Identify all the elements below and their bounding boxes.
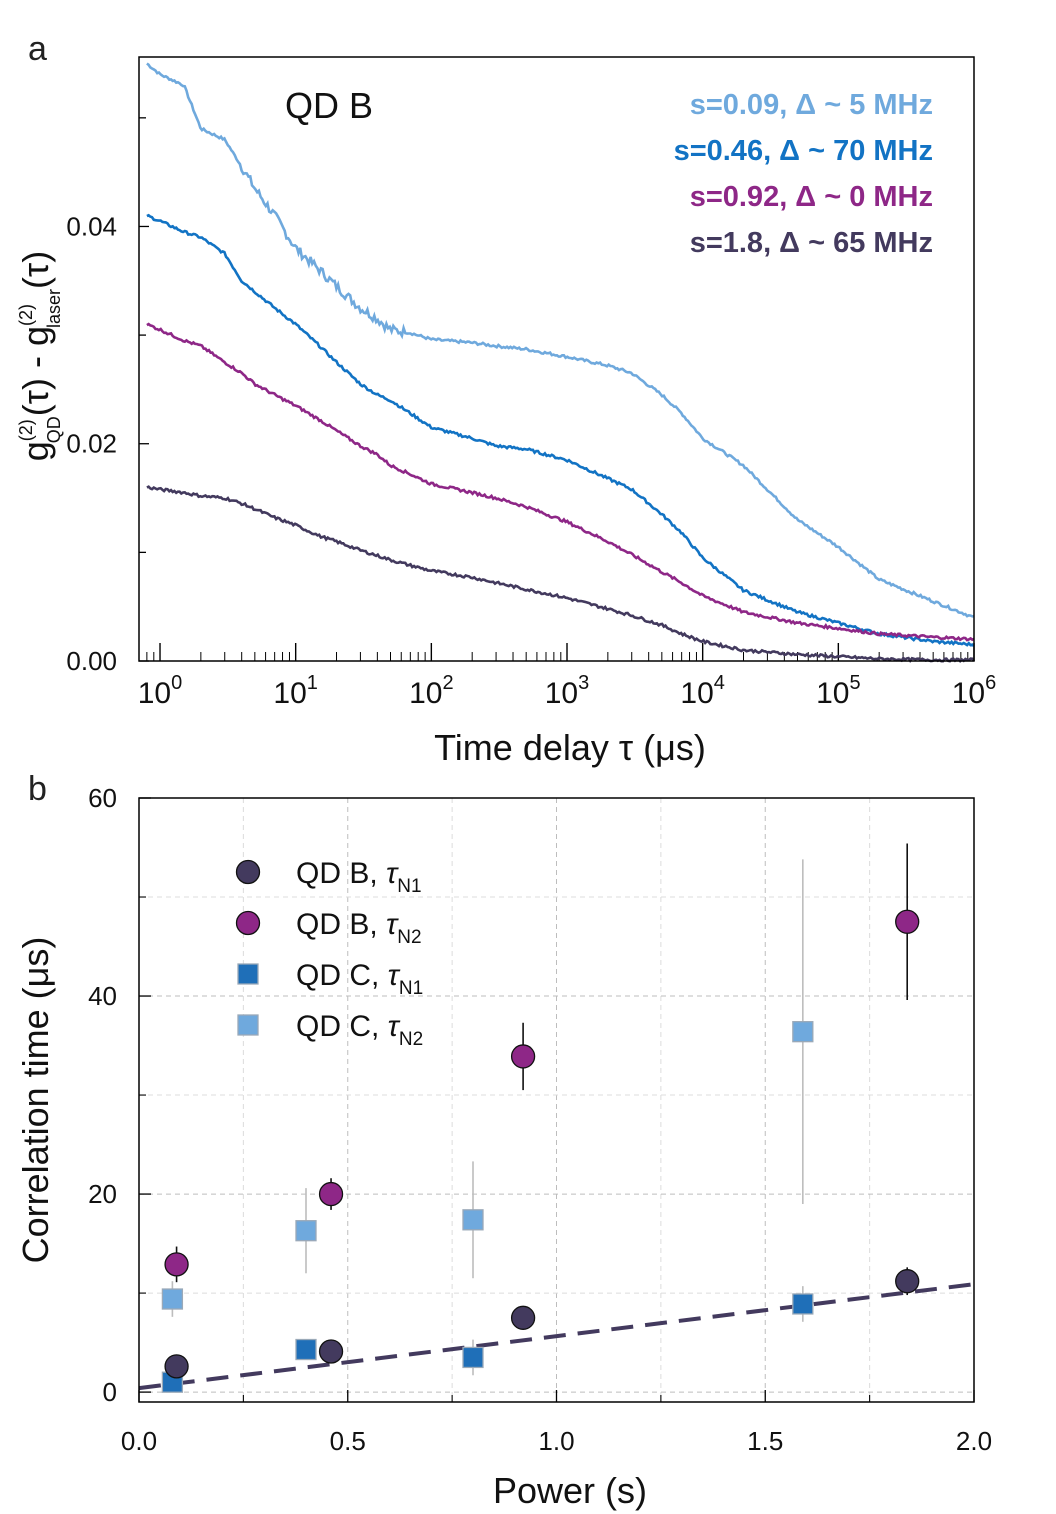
data-point-0-0 bbox=[164, 1354, 189, 1379]
x-tick-label: 103 bbox=[545, 672, 590, 710]
b-y-tick-label: 0 bbox=[103, 1377, 117, 1407]
legend-b-qdc-tn2: QD C, τN2 bbox=[237, 1010, 423, 1050]
legend-b-marker-2 bbox=[237, 963, 259, 985]
data-point-0-1 bbox=[318, 1339, 344, 1364]
y-tick-label: 0.02 bbox=[66, 429, 117, 459]
panel-b-xlabel: Power (s) bbox=[493, 1470, 647, 1511]
panel-b-fit-line bbox=[138, 1282, 975, 1391]
series-line-0 bbox=[146, 62, 974, 618]
b-y-tick-label: 40 bbox=[88, 981, 117, 1011]
svg-text:QD B, τN1: QD B, τN1 bbox=[296, 857, 422, 897]
b-x-tick-label: 0.5 bbox=[330, 1426, 366, 1456]
data-point-1-2 bbox=[510, 1044, 536, 1069]
x-tick-label: 104 bbox=[680, 672, 725, 710]
data-point-2-3 bbox=[792, 1293, 814, 1315]
legend-b-marker-3 bbox=[237, 1014, 259, 1036]
data-point-3-3 bbox=[792, 1021, 814, 1043]
x-tick-label: 101 bbox=[273, 672, 318, 710]
y-tick-label: 0.00 bbox=[66, 646, 117, 676]
series-line-3 bbox=[146, 485, 976, 663]
panel-a: a 100 101 102 103 104 105 106 0.00 0.02 0.04 QD B… bbox=[15, 30, 996, 768]
legend-b-qdb-tn1: QD B, τN1 bbox=[235, 857, 422, 897]
y-tick-label: 0.04 bbox=[66, 211, 117, 241]
panel-b: b 0.0 0.5 1.0 1.5 2.0 0 20 40 60 QD B, τN1 QD B,… bbox=[15, 770, 992, 1511]
x-tick-label: 102 bbox=[409, 672, 454, 710]
data-point-2-2 bbox=[462, 1346, 484, 1369]
legend-a-s18: s=1.8, Δ ~ 65 MHz bbox=[690, 227, 933, 259]
series-line-2 bbox=[146, 322, 975, 642]
panel-b-frame bbox=[138, 797, 975, 1403]
series-line-1 bbox=[146, 213, 975, 648]
panel-b-grid bbox=[139, 798, 974, 1402]
legend-b-qdb-tn2: QD B, τN2 bbox=[235, 908, 422, 948]
svg-text:QD C, τN2: QD C, τN2 bbox=[296, 1010, 423, 1050]
panel-b-legend: QD B, τN1 QD B, τN2 QD C, τN1 QD C, τN2 bbox=[235, 857, 423, 1050]
data-point-1-1 bbox=[318, 1181, 344, 1207]
panel-a-curves bbox=[146, 62, 976, 663]
panel-a-legend: s=0.09, Δ ~ 5 MHz s=0.46, Δ ~ 70 MHz s=0… bbox=[674, 89, 933, 259]
data-point-3-0 bbox=[161, 1288, 184, 1310]
data-point-3-1 bbox=[295, 1220, 317, 1242]
panel-b-ticks: 0.0 0.5 1.0 1.5 2.0 0 20 40 60 bbox=[88, 783, 992, 1456]
panel-a-annotation: QD B bbox=[285, 85, 373, 126]
x-tick-label: 106 bbox=[952, 672, 997, 710]
data-point-2-1 bbox=[295, 1338, 317, 1361]
data-point-3-2 bbox=[462, 1209, 484, 1231]
legend-b-marker-1 bbox=[235, 910, 261, 936]
fit-line bbox=[138, 1282, 975, 1391]
x-tick-label: 100 bbox=[138, 672, 183, 710]
panel-b-ylabel: Correlation time (μs) bbox=[15, 937, 56, 1264]
legend-b-qdc-tn1: QD C, τN1 bbox=[237, 959, 423, 999]
svg-text:QD B, τN2: QD B, τN2 bbox=[296, 908, 422, 948]
x-tick-label: 105 bbox=[816, 672, 861, 710]
panel-b-label: b bbox=[28, 770, 47, 808]
b-x-tick-label: 0.0 bbox=[121, 1426, 157, 1456]
panel-a-xlabel: Time delay τ (μs) bbox=[434, 727, 706, 768]
data-point-1-0 bbox=[164, 1252, 189, 1277]
data-point-0-3 bbox=[895, 1269, 920, 1294]
panel-b-points bbox=[161, 843, 920, 1393]
data-point-1-3 bbox=[895, 909, 920, 934]
legend-a-s009: s=0.09, Δ ~ 5 MHz bbox=[690, 89, 933, 121]
b-y-tick-label: 20 bbox=[88, 1179, 117, 1209]
legend-b-marker-0 bbox=[235, 859, 261, 885]
panel-a-label: a bbox=[28, 30, 47, 68]
panel-a-ylabel: g(2) QD(τ) - g(2) laser(τ) bbox=[15, 251, 64, 461]
b-x-tick-label: 2.0 bbox=[956, 1426, 992, 1456]
svg-text:QD C, τN1: QD C, τN1 bbox=[296, 959, 423, 999]
legend-a-s092: s=0.92, Δ ~ 0 MHz bbox=[690, 181, 933, 213]
panel-a-ticks: 100 101 102 103 104 105 106 0.00 0.02 0.04 bbox=[66, 117, 997, 710]
b-x-tick-label: 1.0 bbox=[538, 1426, 574, 1456]
panel-a-frame bbox=[138, 56, 975, 662]
data-point-0-2 bbox=[510, 1305, 536, 1330]
legend-a-s046: s=0.46, Δ ~ 70 MHz bbox=[674, 135, 933, 167]
b-y-tick-label: 60 bbox=[88, 783, 117, 813]
b-x-tick-label: 1.5 bbox=[747, 1426, 783, 1456]
